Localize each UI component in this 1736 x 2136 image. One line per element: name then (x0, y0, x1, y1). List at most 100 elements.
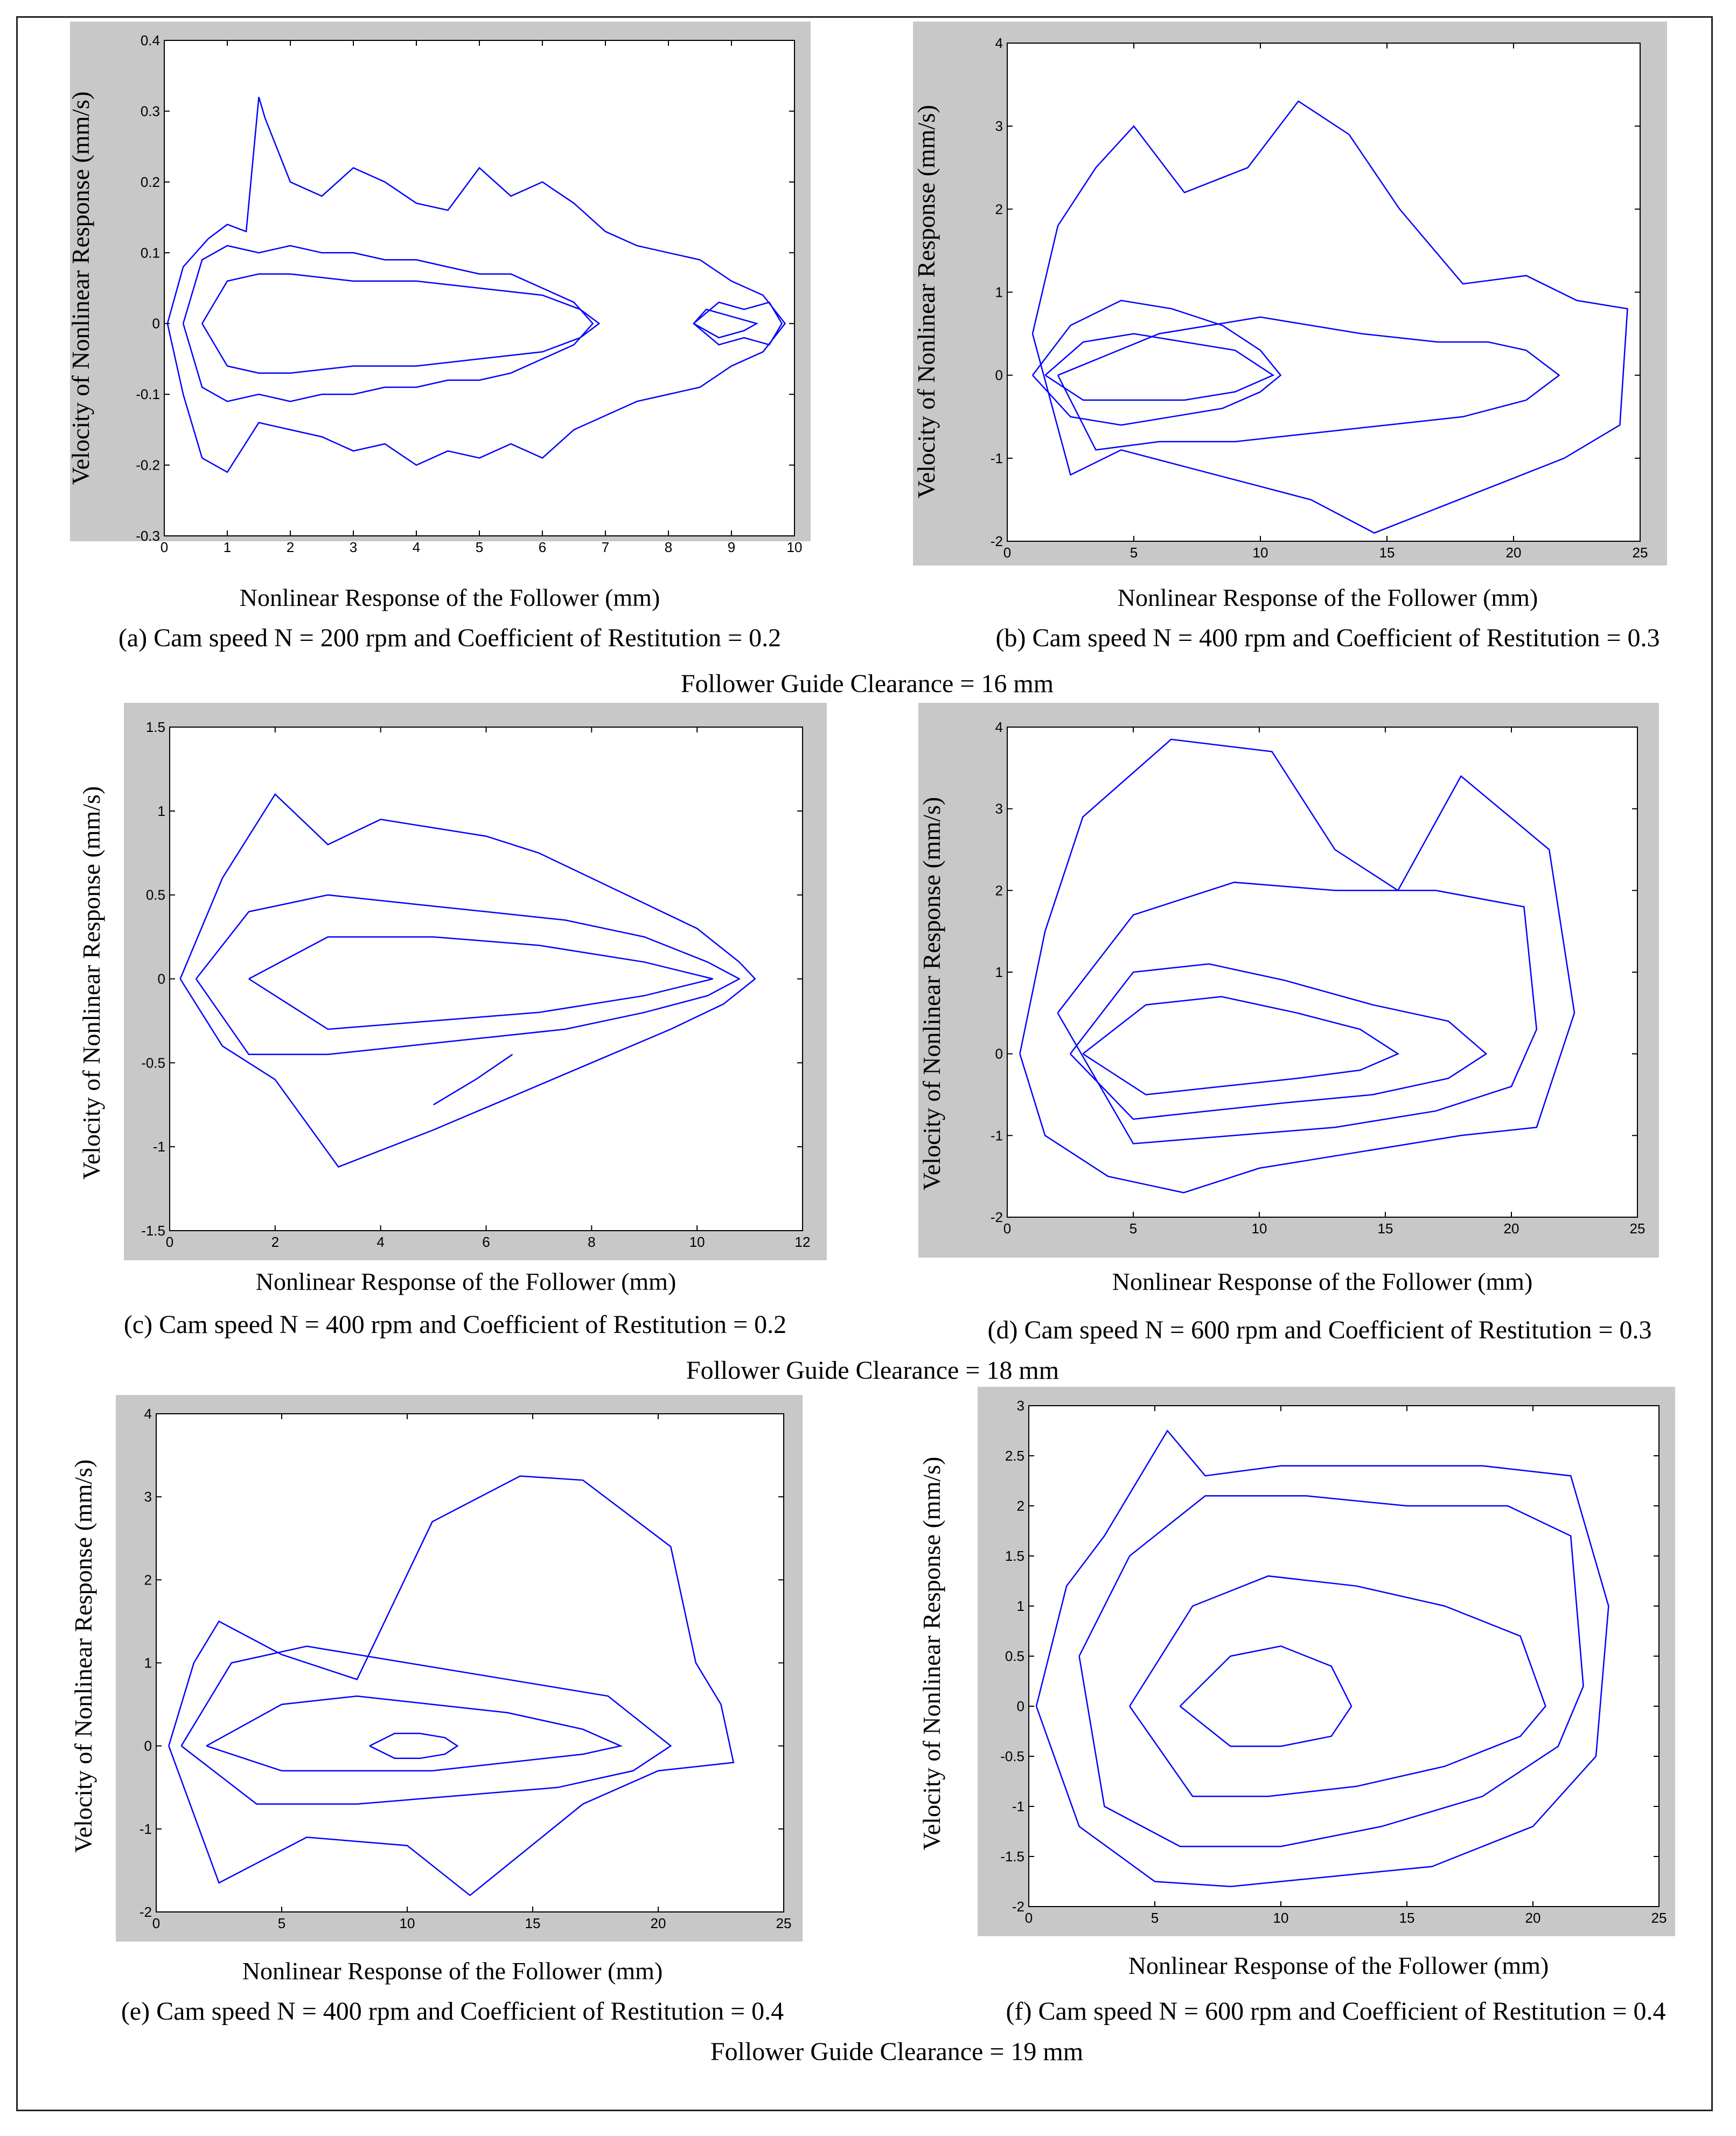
panel-a-ytick-label: -0.3 (136, 528, 160, 544)
panel-f-ytick-label: 2.5 (1005, 1448, 1024, 1464)
panel-a-ytick-label: -0.1 (136, 386, 160, 402)
panel-d-series-mid (1070, 963, 1488, 1120)
panel-e-xtick-label: 20 (651, 1915, 666, 1931)
panel-a-ytick-label: -0.2 (136, 457, 160, 473)
panel-e-ytick-label: -2 (140, 1904, 152, 1920)
panel-d-series-outer (1019, 738, 1575, 1193)
panel-b-caption: (b) Cam speed N = 400 rpm and Coefficien… (995, 624, 1660, 652)
panel-e-ytick-label: 0 (144, 1738, 152, 1754)
panel-a-ticks: 0 1 2 3 4 5 6 7 8 9 10 -0.3 -0.2 -0.1 0 0.1 0.2 0.3 0.4 (136, 32, 802, 555)
panel-c-series-inner (248, 936, 713, 1030)
panel-a-xtick-label: 2 (287, 539, 294, 555)
panel-a-xtick-label: 8 (665, 539, 672, 555)
panel-c: Velocity of Nonlinear Response (mm/s) 0 2… (78, 703, 827, 1339)
panel-b-xtick-label: 25 (1633, 545, 1648, 561)
panel-c-series-outer (179, 793, 756, 1168)
panel-a-series-right-cluster (693, 301, 783, 346)
panel-b-ytick-label: 3 (995, 118, 1003, 134)
panel-b-ticks: 0 5 10 15 20 25 -2 -1 0 1 2 3 4 (991, 35, 1648, 561)
panel-b-xtick-label: 5 (1130, 545, 1138, 561)
panel-a-ytick-label: 0.1 (141, 245, 160, 261)
panel-a-ytick-label: 0 (152, 316, 160, 332)
panel-e-series-mid (180, 1645, 672, 1805)
panel-d-series-inner (1082, 996, 1400, 1095)
panel-d-ytick-label: 3 (995, 801, 1003, 817)
panel-e: Velocity of Nonlinear Response (mm/s) 0 5… (69, 1395, 803, 2026)
panel-b-ytick-label: 2 (995, 201, 1003, 217)
panel-b-ytick-label: -2 (991, 533, 1003, 549)
panel-b: Velocity of Nonlinear Response (mm/s) 0 5… (912, 22, 1667, 652)
panel-c-plot-area (169, 727, 803, 1231)
panel-d-xtick-label: 10 (1252, 1220, 1267, 1237)
panel-b-plot-area (1007, 43, 1641, 542)
panel-a-ytick-label: 0.4 (141, 32, 160, 48)
panel-f-xtick-label: 5 (1151, 1910, 1159, 1926)
panel-d-xlabel: Nonlinear Response of the Follower (mm) (1112, 1268, 1533, 1295)
panel-b-series (1031, 100, 1628, 534)
panel-c-ytick-label: -1 (153, 1139, 165, 1155)
panel-e-xtick-label: 25 (776, 1915, 792, 1931)
panel-b-series-big-loop (1057, 316, 1560, 451)
panel-d: Velocity of Nonlinear Response (mm/s) 0 5… (918, 703, 1659, 1344)
panel-d-series-big (1057, 881, 1538, 1144)
panel-f-ytick-label: 0.5 (1005, 1648, 1024, 1664)
panel-e-series-inner (206, 1695, 623, 1772)
panel-f-ytick-label: -2 (1012, 1898, 1024, 1915)
panel-e-ytick-label: -1 (140, 1821, 152, 1837)
panel-c-xtick-label: 2 (271, 1234, 279, 1250)
panel-a-ylabel: Velocity of Nonlinear Response (mm/s) (67, 92, 94, 485)
panel-f-ylabel: Velocity of Nonlinear Response (mm/s) (918, 1457, 945, 1851)
panel-d-ticks: 0 5 10 15 20 25 -2 -1 0 1 2 3 4 (991, 719, 1646, 1237)
panel-e-xtick-label: 0 (152, 1915, 160, 1931)
panel-c-series-mid (195, 894, 741, 1056)
panel-c-xtick-label: 8 (588, 1234, 595, 1250)
panel-a-xtick-label: 4 (413, 539, 420, 555)
panel-c-xtick-label: 10 (689, 1234, 705, 1250)
panel-f-ytick-label: 0 (1017, 1698, 1024, 1714)
panel-f-xtick-label: 0 (1025, 1910, 1033, 1926)
panel-d-xtick-label: 5 (1130, 1220, 1137, 1237)
panel-d-series (1019, 738, 1575, 1193)
panel-e-ytick-label: 1 (144, 1655, 152, 1671)
panel-d-ytick-label: 1 (995, 964, 1003, 980)
figure-frame (16, 16, 1713, 2111)
panel-b-xlabel: Nonlinear Response of the Follower (mm) (1118, 584, 1538, 611)
panel-d-xtick-label: 25 (1630, 1220, 1646, 1237)
panel-d-ytick-label: -2 (991, 1209, 1003, 1225)
panel-a-xlabel: Nonlinear Response of the Follower (mm) (240, 584, 660, 611)
panel-e-ticks: 0 5 10 15 20 25 -2 -1 0 1 2 3 4 (140, 1406, 792, 1931)
panel-b-xtick-label: 20 (1506, 545, 1522, 561)
panel-e-ytick-label: 2 (144, 1572, 152, 1588)
panel-c-ylabel: Velocity of Nonlinear Response (mm/s) (78, 786, 105, 1180)
panel-d-ylabel: Velocity of Nonlinear Response (mm/s) (918, 797, 945, 1191)
panel-f-series (1035, 1429, 1609, 1888)
panel-c-series (179, 793, 756, 1168)
panel-e-series-core (369, 1733, 459, 1760)
panel-e-ytick-label: 3 (144, 1489, 152, 1505)
panel-a: Velocity of Nonlinear Response (mm/s) 0 1… (67, 22, 811, 652)
panel-e-xtick-label: 5 (278, 1915, 285, 1931)
panel-f-series-outer (1035, 1429, 1609, 1888)
panel-b-series-inner-loop (1044, 333, 1275, 401)
panel-f-ytick-label: -0.5 (1000, 1748, 1024, 1764)
panel-d-xtick-label: 20 (1504, 1220, 1519, 1237)
panel-a-xtick-label: 6 (539, 539, 546, 555)
panel-a-series-outer (166, 96, 786, 473)
panel-f-ytick-label: -1 (1012, 1798, 1024, 1814)
panel-e-series (168, 1475, 735, 1896)
panel-b-series-outer (1031, 100, 1628, 534)
panel-c-xtick-label: 12 (795, 1234, 811, 1250)
panel-a-ytick-label: 0.3 (141, 103, 160, 119)
panel-a-xtick-label: 10 (787, 539, 803, 555)
panel-f-ytick-label: 1.5 (1005, 1548, 1024, 1564)
panel-c-xtick-label: 6 (482, 1234, 490, 1250)
panel-a-ytick-label: 0.2 (141, 174, 160, 190)
panel-d-caption: (d) Cam speed N = 600 rpm and Coefficien… (987, 1316, 1651, 1344)
panel-d-plot-area (1007, 727, 1638, 1218)
panel-f-series-big (1078, 1495, 1584, 1847)
panel-c-ytick-label: 0.5 (146, 887, 165, 903)
group-caption-16mm: Follower Guide Clearance = 16 mm (681, 669, 1054, 698)
panel-c-ytick-label: 0 (158, 971, 165, 987)
panel-a-xtick-label: 1 (224, 539, 231, 555)
